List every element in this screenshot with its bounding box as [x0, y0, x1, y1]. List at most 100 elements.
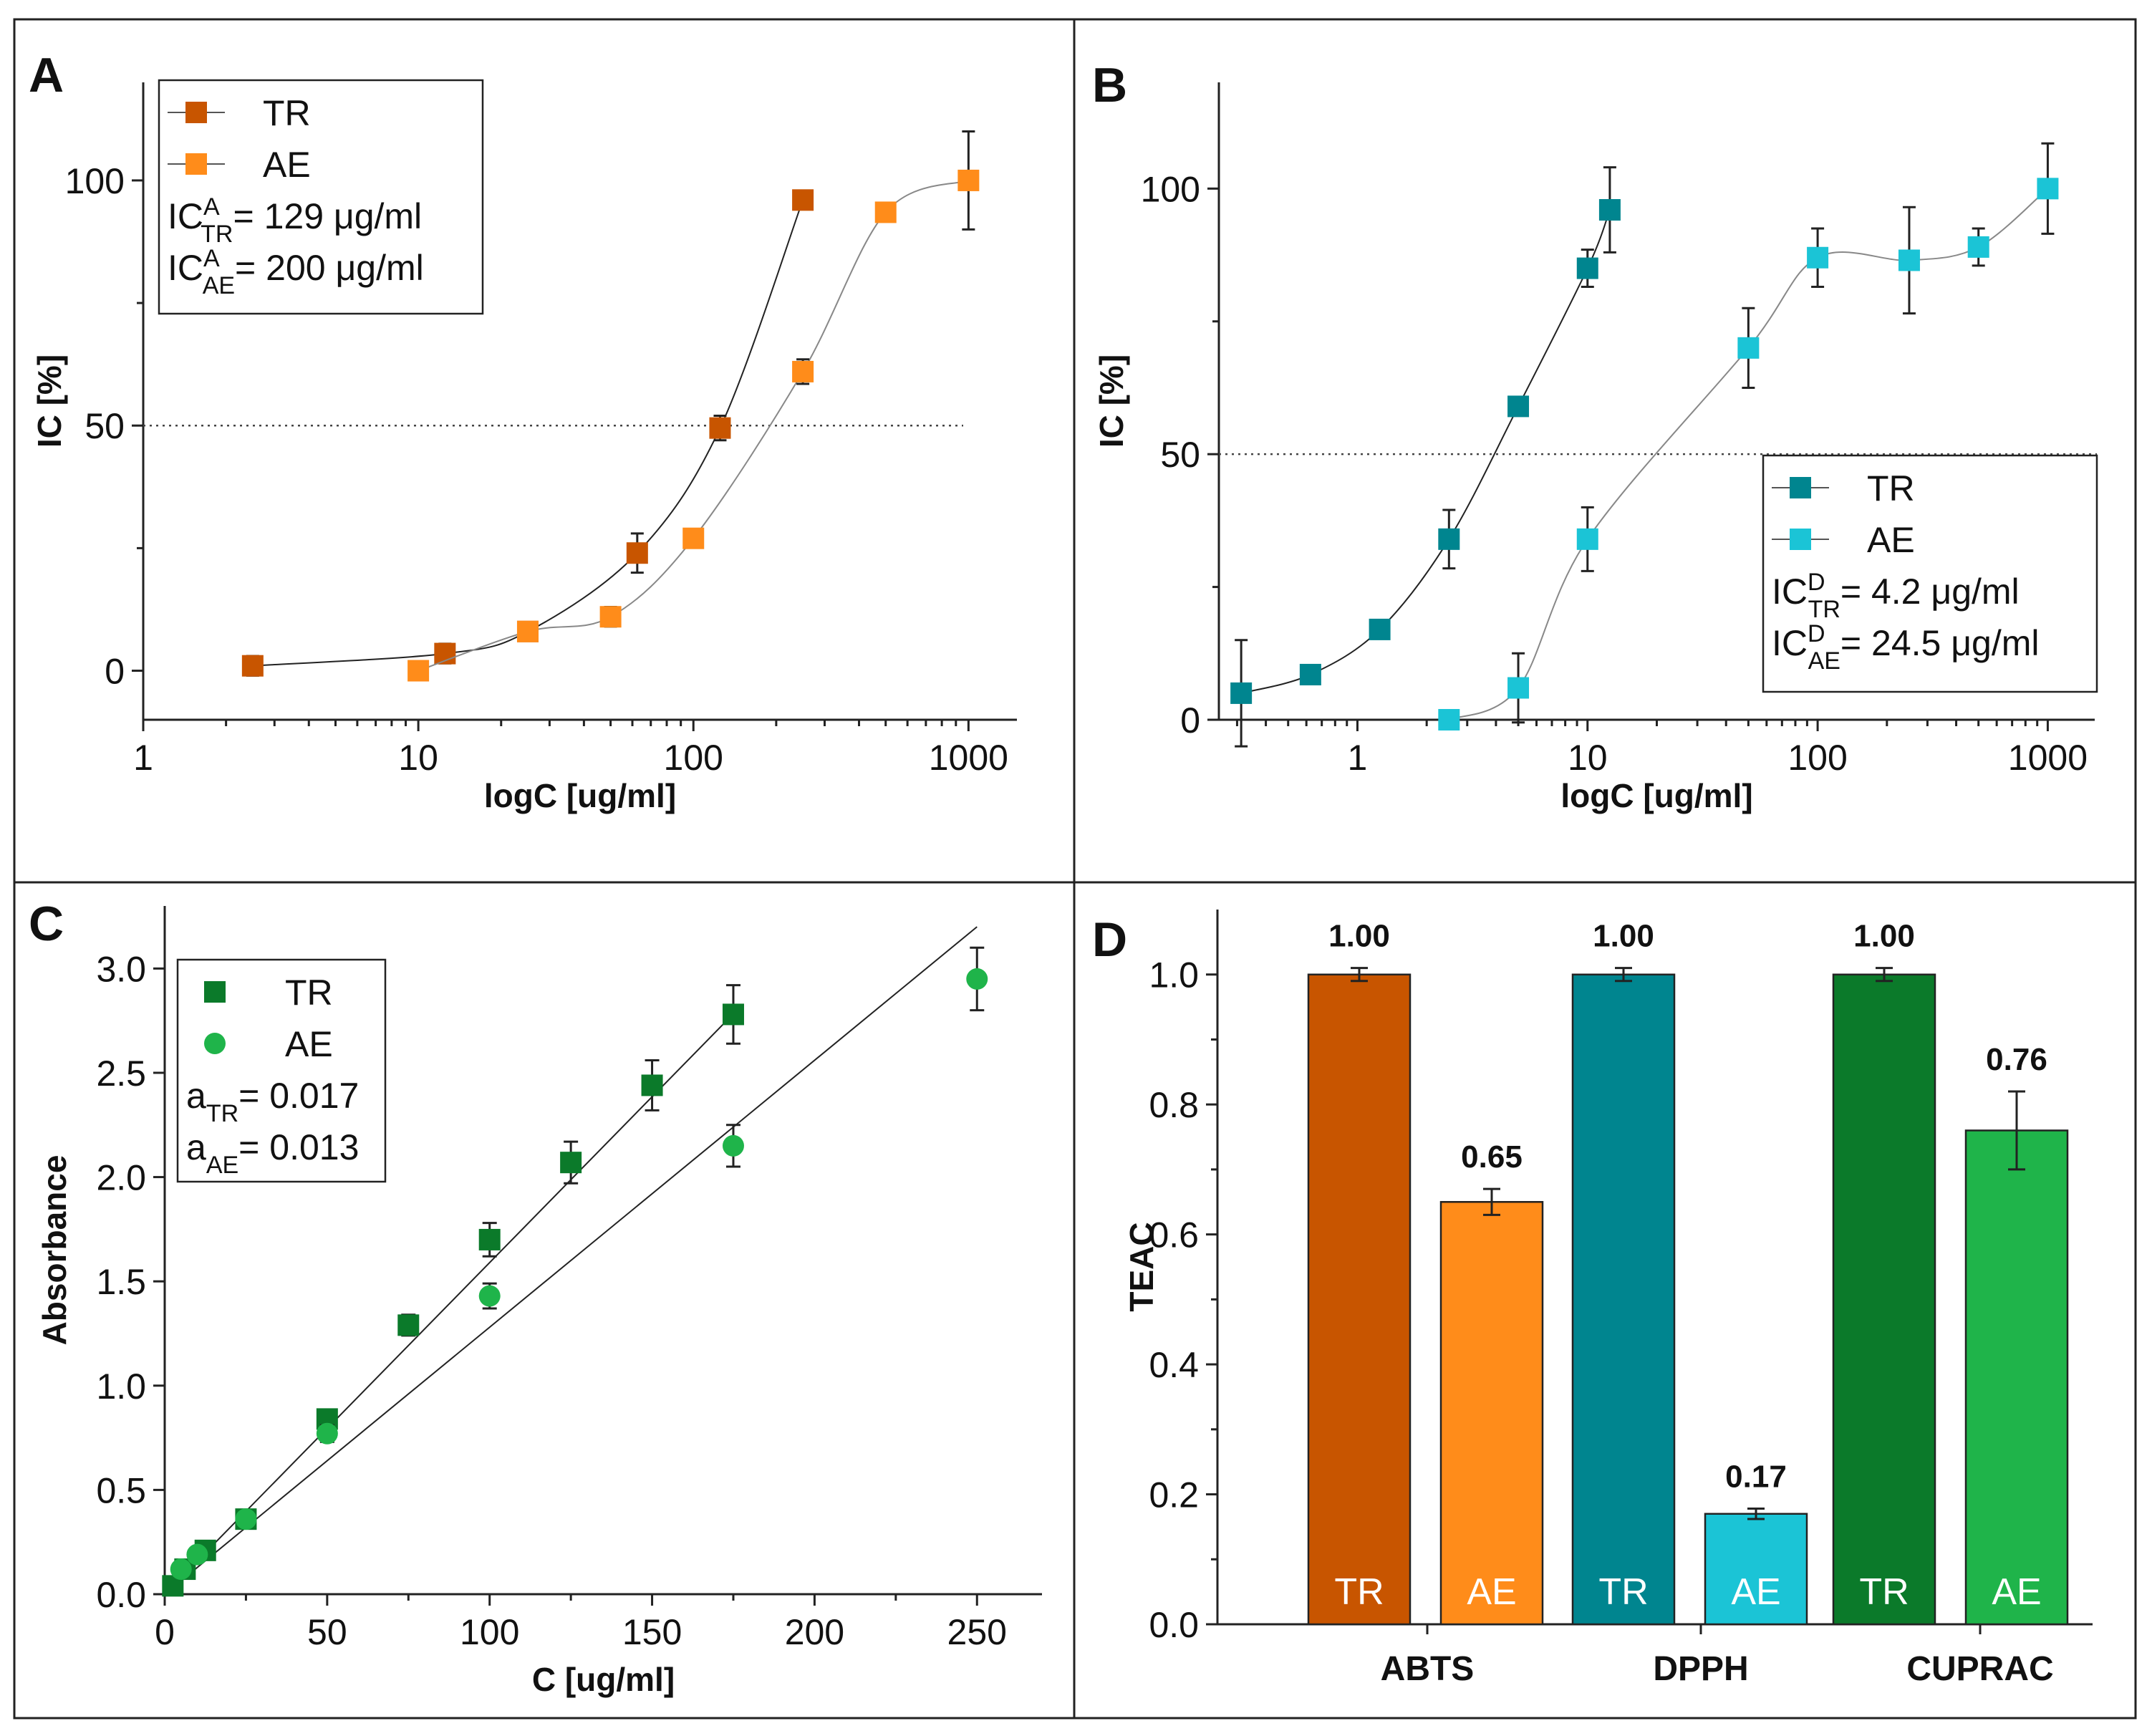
data-point-AE: [874, 201, 897, 223]
x-tick-label: 1000: [2008, 738, 2088, 778]
bar-series-label: TR: [1598, 1571, 1648, 1613]
category-label: ABTS: [1381, 1650, 1475, 1688]
data-point-TR: [1230, 682, 1253, 704]
panel-C: C 0 50 100 150 200 250 0.0 0.5 1.0 1.5 2.0 2.5 3.0 C […: [29, 897, 1042, 1698]
x-tick-label: 1: [1348, 738, 1368, 778]
data-point-AE: [170, 1558, 192, 1581]
data-point-TR: [792, 189, 814, 211]
legend-marker: [204, 1033, 226, 1054]
legend-label: AE: [263, 145, 311, 185]
data-point-TR: [397, 1314, 420, 1336]
legend-marker: [1790, 477, 1811, 498]
data-point-AE: [957, 169, 980, 191]
annotation-sub: AE: [203, 272, 235, 299]
data-point-AE: [599, 606, 622, 628]
data-point-AE: [792, 360, 814, 382]
y-axis-label: IC [%]: [1093, 355, 1130, 448]
x-tick-label: 100: [460, 1612, 519, 1652]
bar-CUPRAC-TR: [1832, 973, 1936, 1626]
data-point-AE: [1737, 337, 1760, 359]
y-tick-label: 100: [65, 161, 125, 201]
data-point-AE: [186, 1543, 208, 1566]
bar-series-label: AE: [1731, 1571, 1780, 1613]
annotation-value: = 129 μg/ml: [233, 196, 422, 236]
y-tick-label: 0.6: [1149, 1215, 1199, 1255]
x-tick-label: 0: [155, 1612, 175, 1652]
data-point-AE: [407, 660, 430, 682]
bar-value-label: 1.00: [1328, 919, 1390, 954]
annotation-sup: A: [203, 245, 220, 272]
error-bar: [1876, 967, 1893, 983]
y-tick-label: 50: [85, 406, 125, 446]
x-tick-label: 100: [1787, 738, 1847, 778]
error-bar: [2008, 1090, 2025, 1171]
bar-value-label: 1.00: [1853, 919, 1915, 954]
x-tick-label: 1000: [929, 738, 1008, 778]
y-tick-label: 1.5: [96, 1262, 146, 1302]
y-tick-label: 1.0: [1149, 955, 1199, 995]
y-tick-label: 0: [105, 652, 125, 692]
annotation-main: IC: [1772, 623, 1808, 663]
fit-line-TR: [164, 1013, 734, 1595]
data-point-TR: [1507, 395, 1530, 418]
y-tick-label: 100: [1141, 169, 1200, 209]
annotation-sub: AE: [1808, 647, 1840, 675]
legend-marker: [1790, 529, 1811, 550]
x-tick-label: 250: [947, 1612, 1007, 1652]
bar-value-label: 0.17: [1725, 1460, 1787, 1495]
fit-curve-TR: [1240, 209, 1611, 694]
bar-value-label: 0.65: [1461, 1139, 1523, 1175]
panel-D: D 0.0 0.2 0.4 0.6 0.8 1.0 TEAC 1.00 TR 0.65 AE 1.00 T…: [1092, 910, 2093, 1688]
data-point-TR: [1438, 528, 1460, 550]
legend-annotation: aAE= 0.013: [186, 1127, 359, 1179]
annotation-main: IC: [1772, 572, 1808, 612]
data-point-AE: [1898, 249, 1920, 271]
y-tick-label: 0.8: [1149, 1085, 1199, 1125]
annotation-sub: TR: [201, 221, 233, 248]
annotation-main: a: [186, 1127, 206, 1167]
fit-curve-TR: [252, 199, 804, 667]
data-point-TR: [1369, 618, 1391, 640]
bar-series-label: TR: [1859, 1571, 1909, 1613]
y-tick-label: 0.0: [1149, 1605, 1199, 1645]
x-axis-label: C [ug/ml]: [532, 1661, 675, 1698]
data-point-TR: [560, 1152, 582, 1174]
y-tick-label: 0.0: [96, 1575, 146, 1615]
annotation-value: = 200 μg/ml: [235, 248, 424, 288]
error-bar: [1351, 967, 1368, 983]
panel-letter: B: [1092, 58, 1127, 112]
fit-line-AE: [164, 926, 978, 1595]
bar-ABTS-AE: [1439, 1201, 1544, 1626]
annotation-sub: TR: [206, 1100, 238, 1127]
bar-value-label: 1.00: [1593, 919, 1654, 954]
annotation-sup: D: [1808, 569, 1825, 596]
data-point-AE: [722, 1134, 744, 1157]
annotation-main: IC: [168, 248, 203, 288]
legend-marker: [185, 153, 207, 175]
error-bar: [1747, 1508, 1765, 1520]
panel-letter: A: [29, 48, 64, 102]
x-tick-label: 10: [1568, 738, 1608, 778]
y-axis-label: Absorbance: [36, 1155, 73, 1346]
annotation-sub: TR: [1808, 596, 1840, 623]
data-point-AE: [235, 1508, 257, 1530]
data-point-AE: [1576, 528, 1598, 550]
annotation-sup: D: [1808, 620, 1825, 647]
data-point-AE: [682, 527, 705, 549]
annotation-value: = 0.017: [238, 1076, 359, 1116]
legend-label: TR: [263, 93, 311, 133]
data-point-AE: [1507, 677, 1530, 699]
legend-box: [158, 79, 484, 315]
data-point-TR: [1576, 257, 1598, 279]
x-axis-label: logC [ug/ml]: [1560, 777, 1752, 814]
category-label: DPPH: [1653, 1650, 1748, 1688]
legend-annotation: ICD TR= 4.2 μg/ml: [1772, 569, 2020, 623]
y-tick-label: 1.0: [96, 1366, 146, 1407]
data-point-TR: [641, 1074, 663, 1096]
legend-annotation: ICA AE= 200 μg/ml: [168, 245, 424, 299]
data-point-AE: [1807, 246, 1829, 269]
x-tick-label: 50: [307, 1612, 347, 1652]
y-tick-label: 3.0: [96, 949, 146, 989]
data-point-AE: [1967, 236, 1989, 258]
legend-label: TR: [1867, 468, 1915, 508]
